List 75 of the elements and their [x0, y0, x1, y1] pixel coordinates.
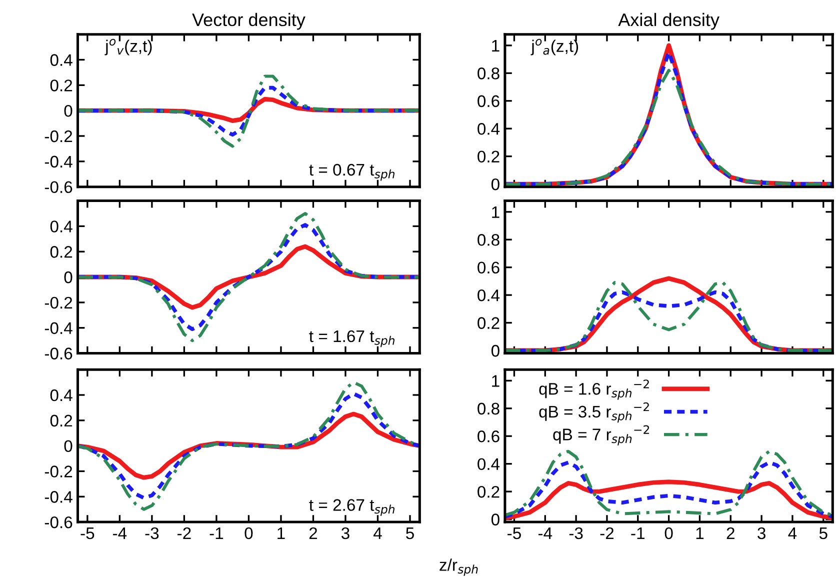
- y-tick-label: -0.6: [44, 348, 72, 360]
- annotation: t = 1.67 t$_{sph}$: [309, 330, 394, 348]
- x-tick-label: 5: [406, 528, 414, 540]
- y-tick-label: 0: [64, 271, 72, 284]
- x-tick-label: 5: [819, 528, 828, 540]
- x-tick-label: -2: [178, 527, 191, 539]
- annotation: t = 0.67 t$_{sph}$: [309, 164, 394, 181]
- x-tick-label: -1: [631, 528, 644, 539]
- y-tick-label: 0.6: [478, 95, 500, 108]
- y-tick-label: 0.4: [478, 123, 500, 135]
- y-tick-label: 0.6: [478, 430, 500, 442]
- chart-title: Vector density: [192, 12, 306, 30]
- y-tick-label: 0.8: [478, 68, 500, 80]
- legend-label: qB = 1.6 r$_{sph}$$^{−2}$: [539, 380, 649, 400]
- x-tick-label: 2: [726, 527, 734, 539]
- x-tick-label: -1: [210, 528, 224, 539]
- y-tick-label: 0.4: [478, 458, 500, 470]
- x-tick-label: 4: [788, 528, 797, 539]
- x-tick-label: -5: [80, 528, 94, 540]
- y-tick-label: 0.8: [478, 402, 500, 415]
- y-tick-label: -0.2: [44, 466, 72, 478]
- y-tick-label: 0.2: [50, 414, 72, 427]
- y-tick-label: -0.4: [44, 156, 72, 168]
- y-axis-title: j$^{o}$$_{a}$(z,t): [530, 38, 578, 56]
- x-tick-label: -4: [538, 528, 552, 539]
- y-tick-label: 0.6: [478, 262, 500, 274]
- line-series: [504, 480, 833, 520]
- y-tick-label: -0.2: [44, 130, 72, 142]
- line-series: [78, 74, 420, 148]
- y-tick-label: 0: [491, 178, 500, 190]
- y-tick-label: 0: [491, 514, 500, 526]
- y-tick-label: 0.4: [50, 220, 72, 232]
- y-tick-label: 1: [492, 40, 500, 52]
- x-tick-label: 0: [244, 527, 253, 540]
- y-tick-label: 0: [64, 104, 72, 117]
- x-tick-label: 0: [664, 527, 673, 540]
- annotation: t = 2.67 t$_{sph}$: [309, 499, 394, 516]
- line-series: [78, 392, 420, 500]
- line-series: [504, 460, 833, 518]
- y-tick-label: -0.2: [44, 296, 72, 309]
- y-tick-label: 0.2: [50, 246, 72, 258]
- x-tick-label: 3: [758, 527, 766, 540]
- y-tick-label: -0.4: [44, 491, 72, 503]
- line-series: [504, 450, 833, 517]
- y-axis-title: j$^{o}$$_{v}$(z,t): [104, 38, 152, 56]
- line-series: [78, 223, 420, 332]
- y-tick-label: -0.6: [44, 181, 72, 194]
- x-tick-label: 3: [341, 527, 350, 540]
- legend-label: qB = 7 r$_{sph}$$^{−2}$: [553, 425, 650, 446]
- x-tick-label: 2: [309, 527, 318, 539]
- x-tick-label: -4: [113, 528, 127, 539]
- x-axis-title: z/r$_{sph}$: [440, 558, 478, 576]
- y-tick-label: 0.2: [478, 486, 500, 498]
- y-tick-label: -0.6: [44, 516, 72, 528]
- x-tick-label: 4: [373, 528, 382, 539]
- y-tick-label: 0.2: [478, 150, 500, 163]
- y-tick-label: 0.4: [478, 289, 500, 302]
- y-tick-label: 0: [491, 344, 500, 357]
- chart-title: Axial density: [618, 12, 720, 30]
- y-tick-label: 0.2: [50, 80, 72, 92]
- x-tick-label: -2: [600, 527, 614, 539]
- legend-label: qB = 3.5 r$_{sph}$$^{−2}$: [539, 402, 649, 423]
- x-tick-label: -3: [145, 527, 159, 540]
- x-tick-label: -5: [508, 528, 521, 540]
- y-tick-label: 0.2: [478, 317, 500, 329]
- y-tick-label: 0.4: [50, 389, 72, 402]
- y-tick-label: 0: [64, 440, 72, 452]
- y-tick-label: -0.4: [44, 322, 72, 334]
- x-tick-label: 1: [696, 528, 704, 539]
- x-tick-label: -3: [569, 527, 583, 540]
- y-tick-label: 0.4: [50, 54, 72, 66]
- y-tick-label: 1: [492, 375, 500, 387]
- x-tick-label: 1: [278, 528, 285, 539]
- y-tick-label: 1: [492, 206, 500, 218]
- y-tick-label: 0.8: [478, 234, 500, 246]
